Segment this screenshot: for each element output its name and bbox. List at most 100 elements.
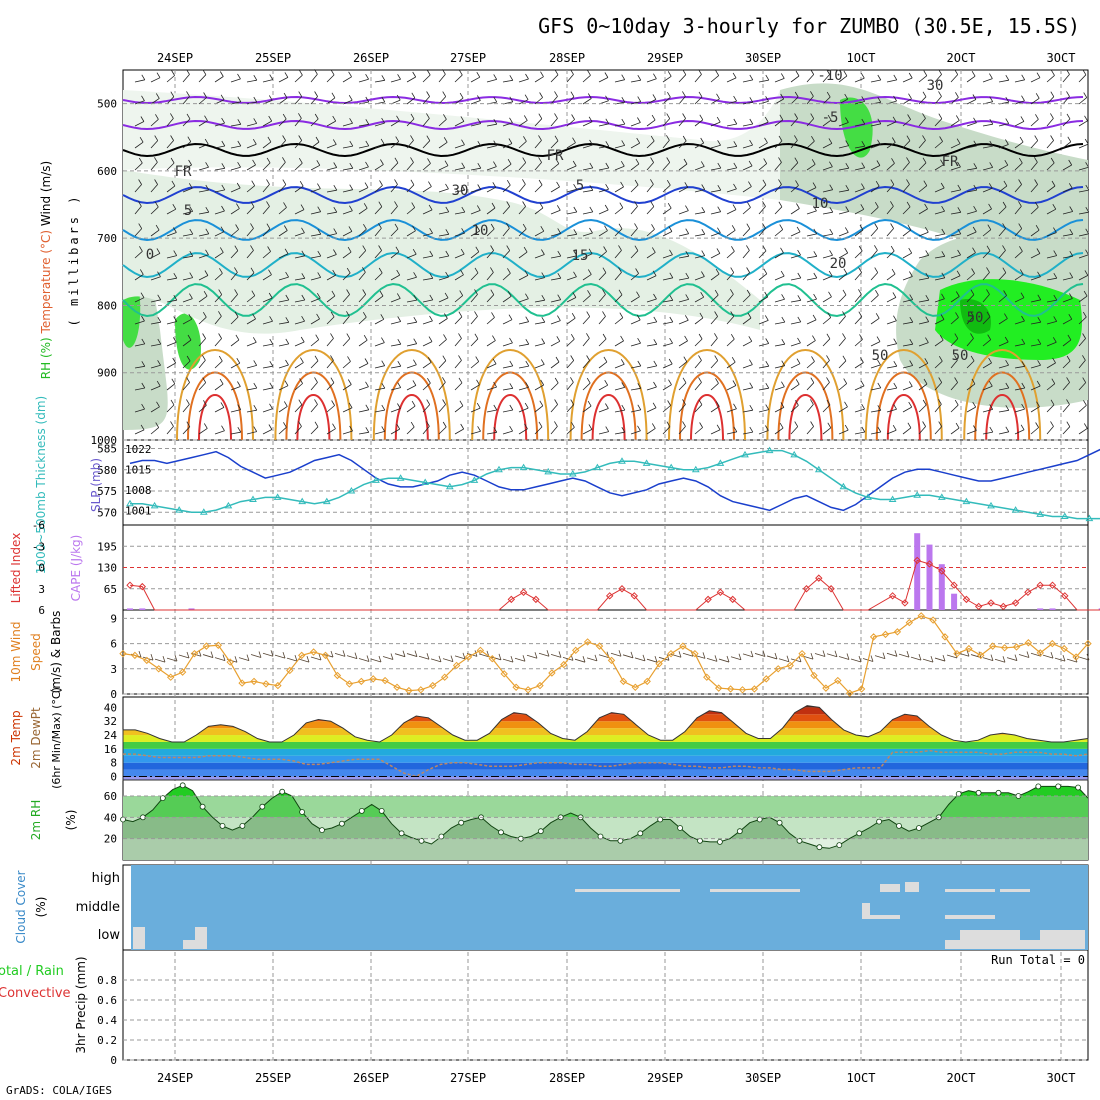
wind-barb-flag (890, 201, 894, 207)
wind-barb-flag (221, 205, 225, 212)
wind-barb-flag (538, 135, 542, 141)
wind-barb-flag (429, 315, 433, 322)
wind-barb-flag (732, 72, 737, 79)
wind-barb-flag (874, 201, 879, 208)
wind-barb (790, 363, 801, 369)
wind-barb (1030, 77, 1041, 83)
wind-barb-flag (460, 248, 465, 255)
wind-barb-flag (605, 183, 609, 190)
wind-barb (598, 431, 609, 435)
wind-barb-flag (765, 404, 770, 410)
wind-ylabel-2: Speed (29, 633, 43, 671)
wind-barb (214, 316, 222, 325)
wind-barb (598, 408, 609, 413)
wind-barb-flag (957, 184, 962, 191)
wind-barb-flag (1035, 114, 1039, 120)
wind-barb (1062, 404, 1070, 413)
wind-barb-flag (702, 652, 706, 659)
temp-band (123, 707, 1088, 715)
wind-barb (678, 299, 689, 303)
wind-barb (166, 118, 174, 127)
wind-barb-flag (938, 377, 943, 383)
wind-barb-flag (141, 361, 146, 367)
wind-barb (838, 75, 848, 83)
wind-barb-flag (365, 96, 370, 103)
wind-barb (662, 75, 672, 83)
wind-barb-flag (1050, 157, 1055, 164)
wind-barb (502, 430, 513, 435)
wind-barb-flag (954, 69, 959, 75)
wind-barb (454, 274, 464, 281)
wind-barb-flag (333, 206, 338, 213)
wind-barb-flag (428, 336, 433, 342)
bottom-date-label: 26SEP (353, 1071, 389, 1085)
rh-marker (179, 782, 186, 789)
wind-barb-flag (589, 162, 594, 169)
wind-barb (646, 428, 656, 435)
wind-barb-flag (877, 359, 881, 366)
wind-barb-flag (637, 117, 641, 123)
wind-barb-flag (858, 245, 863, 252)
rh-ylabel-1: 2m RH (29, 800, 43, 841)
wind-barb (662, 118, 670, 127)
wind-speed-marker (655, 660, 663, 668)
wind-barb (214, 252, 224, 259)
wind-barb-flag (749, 359, 753, 365)
wind-barb (294, 140, 302, 149)
wind-barb-flag (413, 359, 417, 365)
wind-barb (998, 206, 1007, 215)
wind-barb (646, 206, 655, 215)
wind-barb (662, 207, 672, 215)
wind-barb (982, 362, 992, 369)
warm-isotherm (394, 394, 429, 441)
top-date-label: 24SEP (157, 51, 193, 65)
run-total-label: Run Total = 0 (991, 953, 1085, 967)
wind-barb-flag (685, 228, 690, 234)
wind-barb (630, 79, 641, 83)
wind-barb (934, 118, 943, 127)
wind-barb (934, 255, 945, 259)
wind-barb-flag (746, 267, 750, 273)
wind-speed-marker (131, 651, 139, 660)
wind-barb-flag (828, 138, 833, 144)
wind-barb (438, 297, 449, 303)
wind-barb-flag (268, 269, 272, 275)
wind-barb (662, 140, 670, 149)
wind-barb (886, 652, 898, 657)
wind-barb-flag (701, 250, 706, 256)
wind-barb (934, 298, 945, 303)
wind-barb (230, 272, 238, 281)
wind-barb-flag (251, 290, 256, 296)
li-tick-label: -6 (32, 519, 45, 532)
wind-barb-flag (315, 136, 320, 143)
wind-barb-flag (764, 116, 769, 123)
wind-barb (982, 145, 993, 149)
thickness-marker (839, 482, 848, 490)
wind-barb (838, 211, 849, 215)
wind-barb (150, 253, 161, 259)
wind-barb-flag (332, 269, 337, 276)
wind-barb-flag (797, 272, 802, 279)
wind-barb (134, 408, 145, 413)
wind-barb (390, 321, 401, 325)
wind-barb-flag (157, 271, 161, 277)
wind-barb-flag (461, 206, 466, 213)
wind-barb (774, 206, 783, 215)
wind-barb-flag (426, 399, 431, 405)
wind-barb-flag (605, 118, 610, 125)
wind-barb (134, 228, 142, 237)
wind-barb (278, 253, 289, 259)
wind-barb-flag (396, 293, 401, 299)
wind-speed-marker (536, 681, 544, 690)
wind-barb (374, 272, 383, 281)
wind-barb (710, 121, 721, 127)
wind-barb-flag (938, 69, 942, 75)
wind-barb (454, 144, 465, 149)
wind-barb (582, 338, 590, 347)
wind-barb-flag (362, 267, 366, 273)
wind-speed-marker (798, 649, 806, 658)
isotherm-5 (122, 185, 1084, 205)
wind-barb-flag (156, 248, 161, 254)
wind-barb-flag (346, 333, 351, 339)
wind-barb-flag (571, 422, 575, 428)
